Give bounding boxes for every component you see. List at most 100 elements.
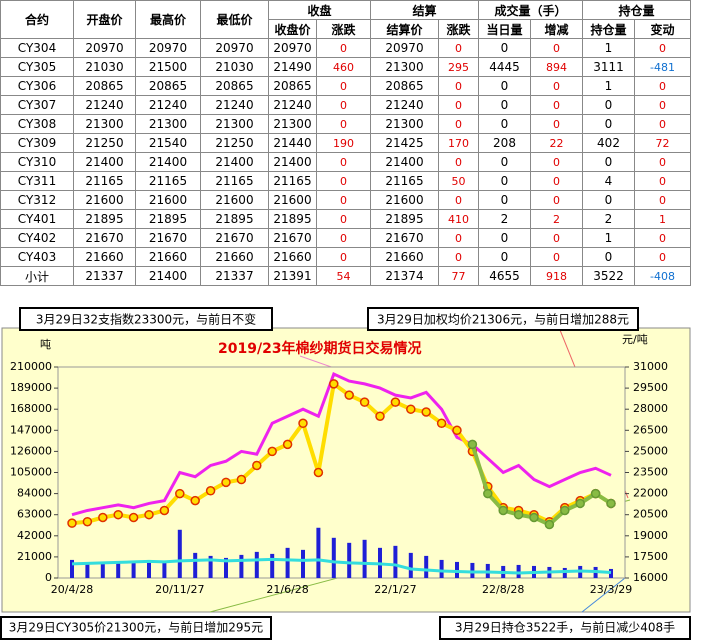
volume-bar <box>208 555 213 578</box>
price-dot <box>205 486 216 496</box>
table-cell: CY306 <box>0 76 74 96</box>
table-cell: CY305 <box>0 57 74 77</box>
price-dot <box>375 411 385 421</box>
price-dot <box>252 460 262 471</box>
volume-bar <box>393 545 398 578</box>
price-dot <box>282 439 293 450</box>
table-row: CY312 21600 21600 21600 21600 0 21600 0 0 0 0 0 <box>0 190 691 210</box>
series-line <box>71 371 612 517</box>
table-cell: CY401 <box>0 209 74 229</box>
table-cell: CY309 <box>0 133 74 153</box>
table-cell: 72 <box>634 133 691 153</box>
table-cell: 21165 <box>73 171 136 191</box>
price-dot <box>236 474 247 485</box>
volume-bar <box>362 539 367 578</box>
table-row: 小计 21337 21400 21337 21391 54 21374 77 4655 918 35… <box>0 266 691 286</box>
y2-tick-label: 22000 <box>633 487 668 500</box>
table-row: CY402 21670 21670 21670 21670 0 21670 0 0 0 1 0 <box>0 228 691 248</box>
annotation-box <box>439 616 691 640</box>
price-dot <box>267 446 277 457</box>
price-dot <box>590 488 601 499</box>
volume-bar <box>347 542 352 578</box>
table-row: CY403 21660 21660 21660 21660 0 21660 0 0 0 0 0 <box>0 247 691 267</box>
x-tick-label: 22/8/28 <box>482 583 524 596</box>
price-dot <box>483 488 493 499</box>
y2-tick-label: 19000 <box>633 529 668 542</box>
x-tick-label: 23/3/29 <box>590 583 632 596</box>
table-cell: 21165 <box>370 171 439 191</box>
y-tick-label: 42000 <box>17 529 52 542</box>
price-dot <box>606 498 616 509</box>
price-dot <box>436 418 447 429</box>
table-cell: 21600 <box>135 190 201 210</box>
price-dot <box>390 397 401 407</box>
table-cell: 小计 <box>0 266 74 286</box>
y2-tick-label: 17500 <box>633 550 668 563</box>
volume-bar <box>470 562 475 578</box>
y-tick-label: 63000 <box>17 508 52 521</box>
table-row: CY305 21030 21500 21030 21490 460 21300 295 4445… <box>0 57 691 77</box>
price-dot <box>190 495 200 506</box>
series-line <box>71 557 612 575</box>
volume-bar <box>100 563 105 578</box>
price-dot <box>159 505 170 516</box>
price-dot <box>344 390 354 400</box>
y2-tick-label: 26500 <box>633 423 668 436</box>
header-cell: 持仓量 <box>582 19 635 39</box>
volume-bar <box>424 555 429 578</box>
x-tick-label: 20/11/27 <box>155 583 204 596</box>
y2-tick-label: 20500 <box>633 508 668 521</box>
table-cell: 21440 <box>268 133 317 153</box>
price-dot <box>359 397 370 407</box>
volume-bar <box>239 554 244 578</box>
table-cell: 21400 <box>135 266 201 286</box>
table-cell: 20865 <box>370 76 439 96</box>
price-dot <box>544 519 555 530</box>
annotation: 3月29日32支指数23300元，与前日不变 <box>36 312 256 327</box>
table-cell: 21300 <box>370 57 439 77</box>
trend-line <box>581 577 626 613</box>
table-cell: 21400 <box>370 152 439 172</box>
volume-bar <box>331 537 336 578</box>
volume-bar <box>455 561 459 578</box>
volume-bar <box>70 559 74 578</box>
y-tick-label: 210000 <box>10 360 52 373</box>
table-cell: 402 <box>582 133 635 153</box>
price-dot <box>144 509 154 520</box>
price-dot <box>498 505 508 516</box>
table-row: CY306 20865 20865 20865 20865 0 20865 0 0 0 1 0 <box>0 76 691 96</box>
price-dot <box>113 509 123 520</box>
y-tick-label: 21000 <box>17 550 52 563</box>
header-cell: 结算价 <box>370 19 439 39</box>
table-cell: 190 <box>316 133 371 153</box>
price-dot <box>560 505 570 516</box>
volume-bar <box>285 547 290 578</box>
y-tick-label: 84000 <box>17 487 52 500</box>
volume-bar <box>224 557 228 578</box>
price-dot <box>67 518 77 528</box>
chart-title: 2019/23年棉纱期货日交易情况 <box>218 340 422 357</box>
table-cell: 21400 <box>268 152 317 172</box>
table-cell: 20970 <box>268 38 317 58</box>
volume-bar <box>301 549 305 578</box>
table-cell: 21337 <box>200 266 269 286</box>
volume-bar <box>408 552 413 578</box>
price-dot <box>421 407 431 417</box>
y-axis-label: 吨 <box>40 338 51 351</box>
table-cell: 20970 <box>135 38 201 58</box>
y2-tick-label: 28000 <box>633 402 668 415</box>
table-cell: 21030 <box>73 57 136 77</box>
price-dot <box>128 512 139 523</box>
table-cell: CY403 <box>0 247 74 267</box>
header-cell: 成交量（手） <box>478 0 583 20</box>
x-tick-label: 22/1/27 <box>374 583 416 596</box>
price-dot <box>298 418 308 429</box>
price-dot <box>221 477 231 488</box>
table-row: CY307 21240 21240 21240 21240 0 21240 0 0 0 0 0 <box>0 95 691 115</box>
plot-area <box>57 366 626 579</box>
header-cell: 变动 <box>634 19 691 39</box>
y2-tick-label: 29500 <box>633 381 668 394</box>
table-cell: -408 <box>634 266 691 286</box>
table-cell: 21030 <box>200 57 269 77</box>
